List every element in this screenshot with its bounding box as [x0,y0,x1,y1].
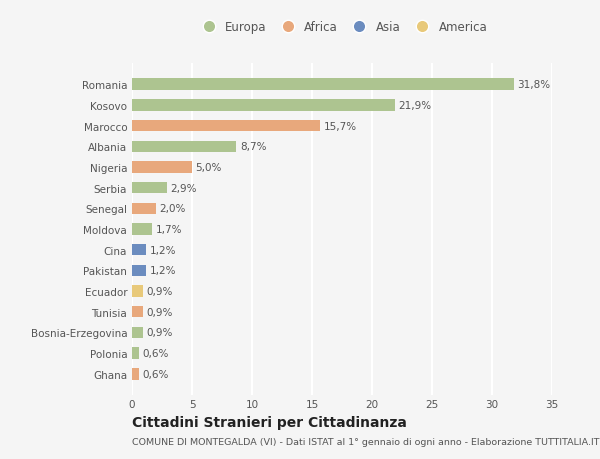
Text: 0,6%: 0,6% [143,369,169,379]
Bar [132,327,143,338]
Bar [132,203,156,214]
Bar [132,162,192,173]
Text: 1,7%: 1,7% [156,224,182,235]
Bar [132,100,395,111]
Text: Cittadini Stranieri per Cittadinanza: Cittadini Stranieri per Cittadinanza [132,415,407,429]
Text: 5,0%: 5,0% [196,162,222,173]
Text: 0,9%: 0,9% [146,307,173,317]
Text: 21,9%: 21,9% [398,101,431,111]
Legend: Europa, Africa, Asia, America: Europa, Africa, Asia, America [194,19,490,37]
Bar [132,369,139,380]
Text: 0,9%: 0,9% [146,328,173,338]
Bar [132,286,143,297]
Bar [132,265,146,276]
Text: 0,6%: 0,6% [143,348,169,358]
Bar [132,141,236,152]
Bar [132,79,514,90]
Bar [132,348,139,359]
Text: 0,9%: 0,9% [146,286,173,297]
Text: 1,2%: 1,2% [150,245,176,255]
Text: 15,7%: 15,7% [324,121,357,131]
Text: 2,9%: 2,9% [170,183,197,193]
Bar [132,307,143,318]
Text: COMUNE DI MONTEGALDA (VI) - Dati ISTAT al 1° gennaio di ogni anno - Elaborazione: COMUNE DI MONTEGALDA (VI) - Dati ISTAT a… [132,437,599,446]
Text: 1,2%: 1,2% [150,266,176,276]
Text: 8,7%: 8,7% [240,142,266,152]
Bar [132,224,152,235]
Bar [132,121,320,132]
Bar [132,183,167,194]
Text: 31,8%: 31,8% [517,80,550,90]
Bar [132,245,146,256]
Text: 2,0%: 2,0% [160,204,186,214]
